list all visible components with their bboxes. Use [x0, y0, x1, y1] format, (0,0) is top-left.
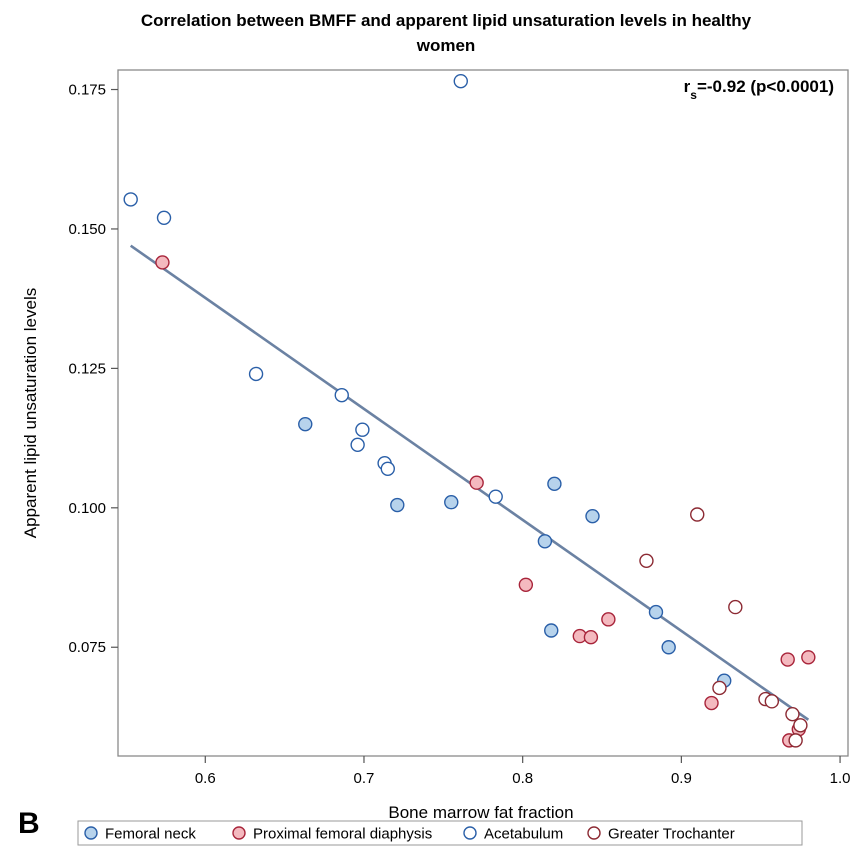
point-proximal-femoral-diaphysis: [583, 630, 599, 645]
y-axis-label: Apparent lipid unsaturation levels: [21, 288, 40, 538]
point-greater-trochanter: [728, 599, 743, 615]
y-axis: 0.075 0.100 0.125 0.150 0.175: [68, 82, 118, 656]
point-greater-trochanter: [788, 733, 803, 748]
legend-marker-acetabulum: [463, 826, 477, 840]
point-acetabulum: [350, 437, 365, 452]
point-acetabulum: [123, 192, 138, 207]
point-acetabulum: [355, 422, 370, 437]
y-tick-label: 0.075: [68, 639, 106, 656]
point-proximal-femoral-diaphysis: [780, 652, 795, 667]
point-proximal-femoral-diaphysis: [601, 612, 616, 627]
plot-frame: [117, 69, 849, 757]
x-tick-label: 1.0: [830, 770, 851, 787]
y-tick-label: 0.100: [68, 500, 106, 517]
point-proximal-femoral-diaphysis: [704, 695, 719, 711]
legend-label-proximal-femoral-diaphysis: Proximal femoral diaphysis: [253, 826, 432, 843]
point-proximal-femoral-diaphysis: [801, 650, 816, 665]
point-greater-trochanter: [639, 553, 654, 568]
correlation-annotation: rs=-0.92 (p<0.0001): [684, 77, 834, 102]
point-femoral-neck: [648, 604, 664, 620]
point-femoral-neck: [547, 476, 562, 492]
point-proximal-femoral-diaphysis: [518, 577, 534, 592]
point-greater-trochanter: [690, 507, 705, 522]
point-femoral-neck: [390, 497, 405, 513]
x-axis-label: Bone marrow fat fraction: [388, 803, 573, 822]
point-acetabulum: [488, 489, 503, 504]
y-tick-label: 0.150: [68, 221, 106, 238]
point-femoral-neck: [544, 623, 559, 638]
x-tick-label: 0.9: [671, 770, 692, 787]
panel-label: B: [18, 807, 40, 840]
legend-box: [77, 820, 803, 846]
point-femoral-neck: [585, 508, 600, 524]
point-greater-trochanter: [712, 680, 727, 696]
x-tick-label: 0.8: [512, 770, 533, 787]
point-acetabulum: [380, 461, 395, 476]
legend-marker-greater-trochanter: [587, 826, 601, 840]
legend-label-greater-trochanter: Greater Trochanter: [608, 826, 735, 843]
point-acetabulum: [453, 73, 468, 89]
point-acetabulum: [334, 387, 349, 403]
point-femoral-neck: [444, 495, 459, 510]
point-proximal-femoral-diaphysis: [155, 255, 170, 270]
point-greater-trochanter: [785, 706, 800, 722]
y-tick-label: 0.175: [68, 82, 106, 99]
point-proximal-femoral-diaphysis: [469, 475, 484, 490]
chart-title-line-1: Correlation between BMFF and apparent li…: [141, 11, 752, 30]
legend-label-acetabulum: Acetabulum: [484, 826, 563, 843]
stat-text: =-0.92 (p<0.0001): [697, 77, 834, 96]
point-acetabulum: [156, 210, 172, 225]
point-greater-trochanter: [764, 694, 780, 709]
point-femoral-neck: [661, 640, 676, 655]
chart-title-line-2: women: [416, 36, 476, 55]
point-greater-trochanter: [793, 718, 808, 733]
stat-prefix: r: [684, 77, 691, 96]
point-acetabulum: [248, 366, 264, 382]
legend-marker-femoral-neck: [84, 826, 98, 840]
x-tick-label: 0.6: [195, 770, 216, 787]
legend-label-femoral-neck: Femoral neck: [105, 826, 196, 843]
x-tick-label: 0.7: [354, 770, 375, 787]
point-femoral-neck: [298, 416, 313, 432]
y-tick-label: 0.125: [68, 360, 106, 377]
legend: Femoral neck Proximal femoral diaphysis Ac…: [84, 826, 735, 843]
point-femoral-neck: [537, 534, 553, 549]
legend-marker-proximal-femoral-diaphysis: [232, 826, 246, 840]
stat-subscript: s: [690, 88, 697, 102]
x-axis: 0.6 0.7 0.8 0.9 1.0: [195, 756, 851, 787]
data-points: [123, 73, 816, 748]
